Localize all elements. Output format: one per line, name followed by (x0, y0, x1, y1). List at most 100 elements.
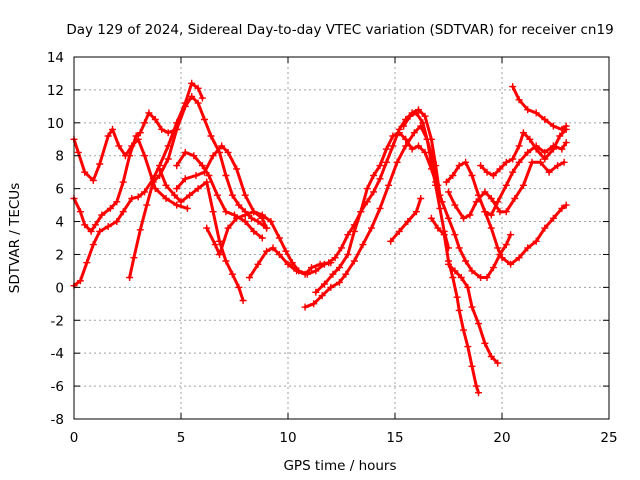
data-point (329, 270, 337, 278)
data-point (483, 274, 491, 281)
series-track-8 (203, 208, 271, 258)
data-point (464, 343, 472, 351)
data-point (186, 191, 194, 199)
data-point (475, 320, 482, 328)
data-point (370, 188, 378, 196)
data-point (275, 234, 283, 242)
data-point (389, 142, 397, 150)
data-point (481, 339, 489, 347)
data-point (350, 227, 358, 235)
data-point (342, 270, 350, 278)
data-point (560, 158, 568, 166)
data-point (502, 241, 510, 249)
data-point (487, 224, 495, 232)
data-point (496, 208, 504, 216)
data-point (524, 244, 532, 252)
series-line (479, 127, 568, 177)
data-point (136, 129, 144, 137)
data-point (468, 172, 476, 179)
data-point (382, 145, 390, 153)
data-point (449, 172, 457, 179)
data-point (267, 218, 275, 225)
y-tick-label: 4 (55, 215, 64, 231)
data-point (143, 201, 151, 209)
data-point (483, 168, 491, 176)
data-point (370, 172, 378, 179)
data-point (126, 152, 134, 160)
data-point (258, 234, 266, 242)
data-point (462, 257, 470, 265)
data-point (532, 145, 540, 153)
data-point (387, 237, 395, 245)
data-point (524, 148, 532, 156)
data-point (254, 218, 262, 225)
data-point (126, 274, 134, 281)
data-point (519, 129, 527, 137)
data-point (487, 211, 495, 219)
data-point (258, 214, 266, 222)
data-point (181, 148, 189, 156)
data-point (519, 181, 527, 189)
data-point (218, 142, 226, 150)
data-point (282, 247, 290, 255)
data-point (389, 132, 397, 140)
data-point (468, 267, 476, 275)
data-point (335, 264, 343, 272)
data-point (312, 267, 320, 275)
data-point (239, 297, 247, 304)
data-point (457, 274, 465, 281)
series-track-7 (156, 165, 247, 304)
x-tick-label: 10 (279, 430, 296, 446)
axis-ticks (73, 56, 610, 420)
data-point (541, 155, 549, 163)
data-point (382, 158, 390, 166)
data-point (475, 389, 482, 397)
data-point (415, 142, 422, 150)
data-point (477, 162, 485, 170)
data-point (423, 135, 431, 143)
series-track-17 (445, 158, 568, 222)
data-point (162, 195, 170, 202)
data-point (395, 129, 403, 137)
data-point (318, 292, 326, 300)
data-point (113, 198, 121, 206)
data-point (235, 201, 243, 209)
data-point (288, 259, 296, 267)
x-tick-labels: 0 5 10 15 20 25 (70, 430, 618, 446)
data-point (164, 129, 172, 137)
data-point (537, 158, 544, 166)
data-point (494, 198, 502, 206)
y-tick-label: 8 (55, 149, 64, 165)
data-point (109, 125, 116, 133)
series-line (314, 131, 513, 294)
data-point (464, 283, 472, 291)
series-line (447, 262, 500, 365)
data-point (134, 193, 142, 201)
x-axis-label: GPS time / hours (283, 458, 396, 474)
data-point (421, 148, 429, 156)
data-point (376, 204, 384, 212)
data-point (532, 109, 540, 117)
data-point (201, 116, 208, 123)
data-point (241, 218, 249, 225)
series-track-10 (301, 122, 442, 311)
data-point (421, 112, 429, 120)
data-point (509, 83, 517, 91)
data-point (502, 208, 510, 216)
data-point (162, 181, 170, 189)
data-point (350, 257, 358, 265)
data-point (524, 106, 532, 114)
data-point (194, 99, 202, 107)
data-point (466, 211, 474, 219)
series-line (303, 124, 440, 309)
data-point (246, 274, 253, 281)
data-point (119, 178, 127, 186)
data-point (216, 251, 223, 258)
data-point (301, 270, 309, 278)
data-point (344, 231, 352, 239)
data-point (477, 274, 485, 281)
data-point (507, 260, 515, 268)
series-track-2 (70, 109, 181, 235)
data-point (203, 224, 211, 232)
data-point (376, 175, 384, 183)
